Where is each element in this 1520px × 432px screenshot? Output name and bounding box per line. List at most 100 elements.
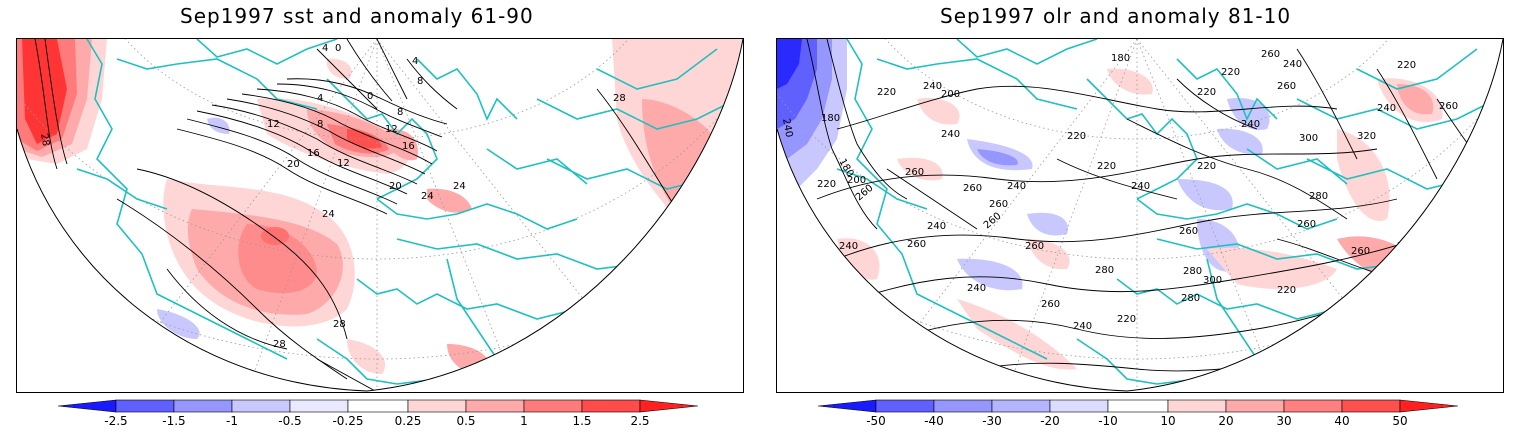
- contour-label: 4: [317, 93, 323, 104]
- contour-label: 260: [905, 167, 924, 178]
- contour-label: 200: [941, 89, 960, 100]
- contour-label: 220: [1067, 131, 1086, 142]
- colorbar-tick-label: 2.5: [630, 414, 649, 428]
- contour-label: 16: [402, 141, 415, 152]
- colorbar-tick-label: -30: [982, 414, 1002, 428]
- colorbar-swatch: [1283, 399, 1343, 413]
- contour-label: 280: [1309, 191, 1328, 202]
- contour-label: 20: [287, 159, 300, 170]
- contour-label: 28: [273, 339, 286, 350]
- contour-label: 220: [1097, 161, 1116, 172]
- contour-label: 28: [613, 93, 626, 104]
- contour-label: 240: [1131, 181, 1150, 192]
- colorbar-swatch: [1049, 399, 1109, 413]
- colorbar-tick-label: -0.5: [278, 414, 301, 428]
- olr-map: 240 180 180 220 200 260 220 240 240 260 …: [776, 38, 1504, 393]
- contour-label: 220: [1277, 285, 1296, 296]
- contour-label: 180: [1111, 53, 1130, 64]
- contour-label: 260: [1041, 299, 1060, 310]
- sst-colorbar-boxes: [57, 399, 699, 413]
- contour-label: 260: [907, 239, 926, 250]
- contour-label: 0: [335, 43, 341, 54]
- colorbar-tick-label: -50: [866, 414, 886, 428]
- contour-label: 300: [1203, 275, 1222, 286]
- olr-colorbar-svg: -50 -40 -30 -20 -10 10 20 30 40 50: [817, 399, 1459, 428]
- contour-label: 0: [367, 91, 373, 102]
- colorbar-tick-label: 0.25: [395, 414, 422, 428]
- colorbar-tick-label: -20: [1040, 414, 1060, 428]
- olr-coastlines: [836, 39, 1498, 385]
- colorbar-swatch: [933, 399, 993, 413]
- colorbar-tick-label: -1: [226, 414, 238, 428]
- contour-label: 240: [967, 283, 986, 294]
- colorbar-swatch: [817, 399, 877, 413]
- contour-label: 320: [1357, 131, 1376, 142]
- sst-colorbar-labels: -2.5 -1.5 -1 -0.5 -0.25 0.25 0.5 1 1.5 2…: [104, 414, 649, 428]
- colorbar-tick-label: 20: [1218, 414, 1233, 428]
- contour-label: 240: [941, 129, 960, 140]
- contour-label: 260: [1179, 226, 1198, 237]
- colorbar-tick-label: -40: [924, 414, 944, 428]
- contour-label: 8: [317, 119, 323, 130]
- colorbar-swatch: [115, 399, 175, 413]
- colorbar-swatch: [231, 399, 291, 413]
- colorbar-swatch: [523, 399, 583, 413]
- contour-label: 220: [1221, 67, 1240, 78]
- colorbar-swatch: [1107, 399, 1169, 413]
- contour-label: 220: [877, 87, 896, 98]
- contour-label: 260: [1297, 219, 1316, 230]
- contour-label: 12: [337, 158, 350, 169]
- contour-label: 240: [839, 241, 858, 252]
- colorbar-swatch: [1399, 399, 1459, 413]
- sst-contours: [34, 39, 698, 391]
- contour-label: 240: [923, 81, 942, 92]
- sst-anomaly-shading: [17, 39, 743, 375]
- contour-label: 200: [847, 175, 866, 186]
- colorbar-swatch: [991, 399, 1051, 413]
- olr-map-canvas: 240 180 180 220 200 260 220 240 240 260 …: [777, 39, 1503, 392]
- contour-label: 24: [421, 191, 434, 202]
- sst-map-canvas: 28 4 0 4 8 0 4 8 12 8 12 16 16 12 20 20 …: [17, 39, 743, 392]
- sst-contour-labels: 28 4 0 4 8 0 4 8 12 8 12 16 16 12 20 20 …: [38, 43, 626, 350]
- contour-label: 12: [267, 119, 280, 130]
- contour-label: 4: [412, 56, 418, 67]
- colorbar-swatch: [57, 399, 117, 413]
- colorbar-swatch: [465, 399, 525, 413]
- colorbar-swatch: [1225, 399, 1285, 413]
- contour-label: 260: [982, 211, 1004, 232]
- contour-label: 260: [963, 183, 982, 194]
- colorbar-swatch: [407, 399, 467, 413]
- sst-map-boundary: [17, 39, 743, 392]
- contour-label: 260: [1439, 101, 1458, 112]
- contour-label: 240: [780, 118, 794, 139]
- colorbar-tick-label: -1.5: [162, 414, 185, 428]
- contour-label: 240: [1241, 119, 1260, 130]
- colorbar-tick-label: -2.5: [104, 414, 127, 428]
- contour-label: 220: [1197, 87, 1216, 98]
- contour-label: 20: [389, 181, 402, 192]
- contour-label: 280: [1183, 266, 1202, 277]
- olr-colorbar: -50 -40 -30 -20 -10 10 20 30 40 50: [817, 398, 1468, 432]
- colorbar-tick-label: -10: [1098, 414, 1118, 428]
- colorbar-swatch: [581, 399, 641, 413]
- contour-label: 260: [1351, 246, 1370, 257]
- olr-colorbar-labels: -50 -40 -30 -20 -10 10 20 30 40 50: [866, 414, 1407, 428]
- olr-colorbar-boxes: [817, 399, 1459, 413]
- colorbar-tick-label: 40: [1334, 414, 1349, 428]
- sst-colorbar-svg: -2.5 -1.5 -1 -0.5 -0.25 0.25 0.5 1 1.5 2…: [57, 399, 699, 428]
- contour-label: 8: [397, 107, 403, 118]
- contour-label: 260: [1277, 81, 1296, 92]
- colorbar-swatch: [289, 399, 349, 413]
- olr-panel-title: Sep1997 olr and anomaly 81-10: [940, 4, 1292, 28]
- contour-label: 220: [1117, 314, 1136, 325]
- colorbar-tick-label: -0.25: [332, 414, 363, 428]
- contour-label: 24: [453, 181, 466, 192]
- contour-label: 280: [1095, 265, 1114, 276]
- colorbar-tick-label: 50: [1392, 414, 1407, 428]
- contour-label: 260: [1261, 49, 1280, 60]
- contour-label: 24: [322, 209, 335, 220]
- contour-label: 240: [927, 221, 946, 232]
- colorbar-swatch: [1341, 399, 1401, 413]
- contour-label: 240: [1073, 321, 1092, 332]
- contour-label: 260: [1025, 241, 1044, 252]
